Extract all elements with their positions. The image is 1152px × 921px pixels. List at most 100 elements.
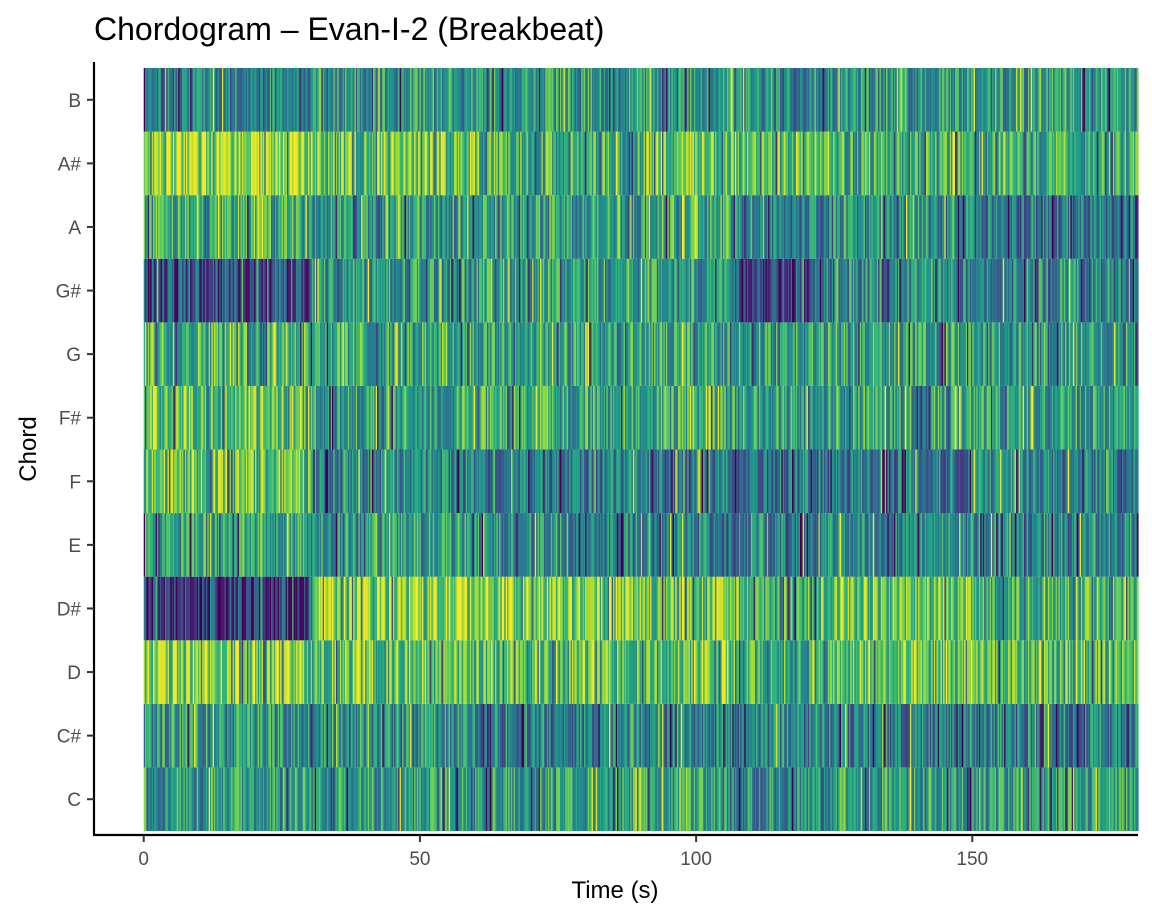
heatmap-cell [602, 576, 605, 641]
heatmap-cell [1074, 513, 1077, 577]
heatmap-cell [1025, 576, 1028, 641]
heatmap-cell [345, 513, 348, 577]
heatmap-cell [896, 513, 899, 577]
heatmap-cell [347, 385, 350, 450]
heatmap-cell [695, 449, 698, 514]
heatmap-cell [1066, 449, 1069, 514]
heatmap-cell [821, 449, 824, 514]
heatmap-cell [481, 576, 484, 641]
heatmap-cell [939, 767, 942, 831]
heatmap-cell [851, 576, 854, 641]
heatmap-cell [528, 576, 531, 641]
heatmap-cell [929, 513, 932, 577]
heatmap-cell [353, 767, 356, 831]
heatmap-cell [577, 513, 580, 577]
heatmap-cell [1055, 576, 1058, 641]
heatmap-cell [378, 703, 381, 768]
heatmap-cell [640, 640, 643, 704]
heatmap-cell [178, 576, 181, 641]
heatmap-cell [233, 576, 236, 641]
heatmap-cell [835, 576, 838, 641]
heatmap-cell [151, 703, 154, 768]
heatmap-cell [898, 449, 900, 514]
heatmap-cell [750, 449, 753, 514]
heatmap-cell [1136, 640, 1139, 704]
heatmap-cell [776, 703, 779, 768]
heatmap-cell [176, 576, 179, 641]
heatmap-cell [597, 640, 600, 704]
heatmap-cell [883, 576, 886, 641]
heatmap-cell [1025, 767, 1028, 831]
heatmap-cell [960, 767, 963, 831]
heatmap-cell [1012, 767, 1014, 831]
heatmap-cell [1046, 513, 1049, 577]
heatmap-cell [253, 513, 256, 577]
heatmap-cell [788, 703, 790, 768]
heatmap-cell [469, 576, 472, 641]
heatmap-cell [764, 640, 767, 704]
heatmap-cell [273, 449, 276, 514]
heatmap-cell [1035, 640, 1038, 704]
heatmap-cell [194, 640, 197, 704]
heatmap-cell [583, 703, 586, 768]
heatmap-cell [756, 576, 759, 641]
heatmap-cell [585, 385, 588, 450]
heatmap-cell [1074, 767, 1077, 831]
heatmap-cell [1059, 767, 1062, 831]
heatmap-cell [773, 513, 776, 577]
heatmap-cell [309, 767, 312, 831]
heatmap-cell [457, 513, 460, 577]
heatmap-cell [524, 703, 527, 768]
heatmap-cell [717, 449, 720, 514]
heatmap-cell [546, 703, 549, 768]
heatmap-cell [284, 703, 287, 768]
heatmap-cell [693, 385, 696, 450]
heatmap-cell [827, 513, 830, 577]
heatmap-cell [282, 767, 285, 831]
heatmap-cell [404, 449, 407, 514]
heatmap-cell [508, 576, 511, 641]
heatmap-cell [312, 449, 315, 514]
heatmap-cell [198, 513, 200, 577]
heatmap-cell [256, 513, 259, 577]
heatmap-cell [643, 703, 646, 768]
heatmap-cell [263, 513, 265, 577]
heatmap-cell [1115, 767, 1118, 831]
heatmap-cell [342, 576, 345, 641]
heatmap-cell [467, 513, 470, 577]
heatmap-cell [322, 449, 325, 514]
heatmap-cell [1116, 703, 1119, 768]
heatmap-cell [985, 449, 988, 514]
heatmap-cell [235, 576, 238, 641]
heatmap-cell [724, 640, 727, 704]
heatmap-cell [643, 513, 646, 577]
heatmap-cell [426, 385, 429, 450]
heatmap-cell [595, 576, 598, 641]
heatmap-cell [418, 385, 421, 450]
heatmap-cell [1022, 703, 1025, 768]
heatmap-cell [1008, 767, 1011, 831]
heatmap-cell [383, 576, 386, 641]
heatmap-cell [1115, 576, 1118, 641]
heatmap-cell [838, 703, 841, 768]
heatmap-cell [495, 385, 497, 450]
heatmap-cell [578, 513, 581, 577]
heatmap-cell [318, 449, 321, 514]
heatmap-cell [976, 449, 979, 514]
heatmap-cell [1009, 767, 1012, 831]
heatmap-cell [1039, 449, 1042, 514]
heatmap-cell [457, 767, 460, 831]
heatmap-cell [427, 513, 430, 577]
heatmap-cell [440, 449, 443, 514]
heatmap-cell [288, 576, 291, 641]
heatmap-cell [659, 513, 662, 577]
heatmap-cell [434, 513, 436, 577]
heatmap-cell [966, 576, 969, 641]
heatmap-cell [541, 703, 544, 768]
heatmap-cell [872, 513, 875, 577]
heatmap-cell [371, 640, 374, 704]
heatmap-cell [426, 449, 429, 514]
heatmap-cell [501, 703, 504, 768]
heatmap-cell [692, 640, 695, 704]
heatmap-cell [695, 640, 698, 704]
